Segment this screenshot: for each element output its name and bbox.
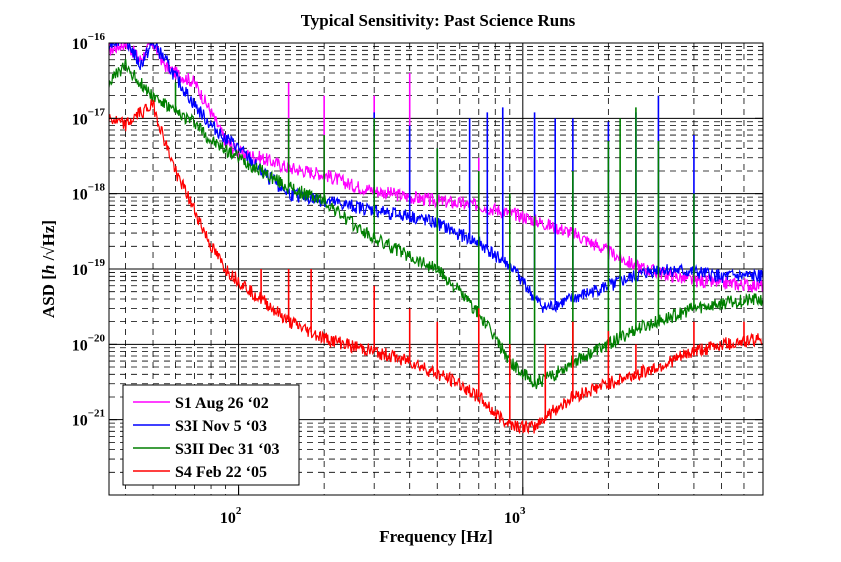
y-tick-label: 10−17 — [72, 106, 106, 128]
x-tick-exponent: 2 — [236, 505, 242, 517]
y-tick-base: 10 — [72, 187, 88, 204]
y-tick-exponent: −18 — [88, 182, 106, 194]
y-tick-label: 10−16 — [72, 31, 106, 53]
y-tick-label: 10−18 — [72, 182, 106, 204]
y-axis-label: ASD [h /√Hz] — [39, 220, 58, 318]
legend-label: S4 Feb 22 ‘05 — [175, 464, 267, 481]
legend-label: S1 Aug 26 ‘02 — [175, 395, 269, 412]
legend-items: S1 Aug 26 ‘02 S3I Nov 5 ‘03 S3II Dec 31 ‘0… — [133, 395, 279, 481]
x-tick-exponent: 3 — [520, 505, 526, 517]
y-tick-base: 10 — [72, 262, 88, 279]
chart-title: Typical Sensitivity: Past Science Runs — [301, 11, 576, 30]
y-tick-base: 10 — [72, 337, 88, 354]
x-axis-ticks: 102 103 — [220, 487, 526, 527]
plot-area — [109, 43, 763, 435]
x-tick-label: 103 — [504, 505, 526, 527]
y-tick-base: 10 — [72, 36, 88, 53]
legend-label: S3II Dec 31 ‘03 — [175, 441, 279, 458]
series-line — [109, 99, 763, 435]
x-axis-label: Frequency [Hz] — [379, 527, 492, 546]
y-tick-exponent: −16 — [88, 31, 106, 43]
series-layer — [109, 43, 763, 435]
series-line — [109, 43, 763, 293]
y-axis-label-prefix: ASD [ — [39, 274, 58, 318]
y-tick-base: 10 — [72, 111, 88, 128]
y-axis-label-suffix: /√Hz] — [39, 220, 58, 265]
y-tick-exponent: −21 — [88, 408, 105, 420]
y-tick-label: 10−21 — [72, 408, 105, 430]
x-tick-base: 10 — [504, 510, 520, 527]
y-tick-label: 10−19 — [72, 257, 106, 279]
y-tick-exponent: −20 — [88, 332, 106, 344]
y-tick-label: 10−20 — [72, 332, 106, 354]
series-line — [109, 59, 763, 390]
legend: S1 Aug 26 ‘02 S3I Nov 5 ‘03 S3II Dec 31 ‘0… — [122, 384, 300, 486]
series-line — [109, 43, 763, 313]
y-tick-base: 10 — [72, 413, 88, 430]
legend-label: S3I Nov 5 ‘03 — [175, 418, 267, 435]
y-axis-label-h: h — [39, 265, 58, 274]
x-tick-label: 102 — [220, 505, 242, 527]
y-tick-exponent: −19 — [88, 257, 106, 269]
y-tick-exponent: −17 — [88, 106, 106, 118]
x-tick-base: 10 — [220, 510, 236, 527]
